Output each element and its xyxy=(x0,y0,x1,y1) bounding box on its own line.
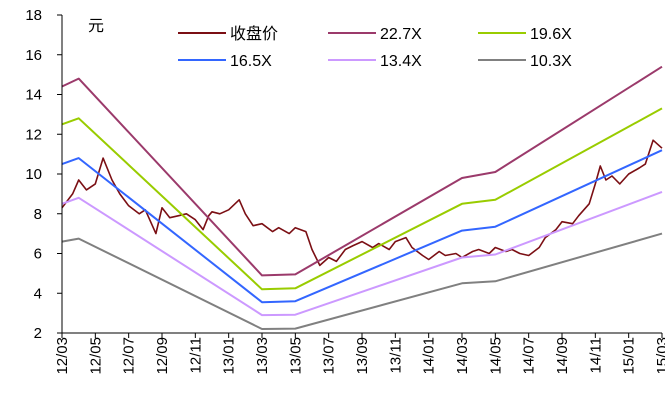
unit-label: 元 xyxy=(88,18,104,35)
x-tick-label: 14/11 xyxy=(587,337,604,373)
x-axis: 12/03 12/05 12/07 12/09 12/11 13/01 13/03 13/05… xyxy=(54,332,665,375)
y-tick-label: 6 xyxy=(34,246,42,263)
x-tick-label: 14/07 xyxy=(521,337,538,375)
y-axis: 2 4 6 8 10 12 14 16 18 xyxy=(25,7,63,342)
x-tick-label: 12/09 xyxy=(154,337,171,375)
series-line xyxy=(61,149,663,304)
x-tick-label: 13/11 xyxy=(387,337,404,373)
x-tick-label: 14/05 xyxy=(487,337,504,375)
x-tick-label: 15/03 xyxy=(654,337,665,375)
legend-label: 收盘价 xyxy=(230,24,278,43)
series-line xyxy=(61,232,663,330)
legend: 收盘价 22.7X 19.6X 16.5X 13.4X 10.3X xyxy=(178,24,572,70)
series-line xyxy=(61,65,663,277)
y-tick-label: 12 xyxy=(25,126,42,143)
x-tick-label: 12/05 xyxy=(87,337,104,375)
legend-label: 13.4X xyxy=(380,53,422,70)
x-tick-label: 12/07 xyxy=(121,337,138,375)
legend-label: 10.3X xyxy=(530,53,572,70)
x-tick-label: 12/03 xyxy=(54,337,71,375)
y-tick-label: 18 xyxy=(25,7,42,24)
y-tick-label: 4 xyxy=(34,285,42,302)
legend-label: 22.7X xyxy=(380,26,422,43)
y-tick-label: 10 xyxy=(25,166,42,183)
x-tick-label: 14/09 xyxy=(554,337,571,375)
x-tick-label: 13/03 xyxy=(254,337,271,375)
x-tick-label: 13/05 xyxy=(287,337,304,375)
y-tick-label: 8 xyxy=(34,206,42,223)
plot-area xyxy=(61,65,663,330)
x-tick-label: 15/01 xyxy=(621,337,638,375)
x-tick-label: 14/03 xyxy=(454,337,471,375)
series-line xyxy=(61,107,663,291)
x-tick-label: 12/11 xyxy=(187,337,204,373)
series-line xyxy=(61,139,663,267)
x-tick-label: 13/01 xyxy=(221,337,238,375)
y-tick-label: 2 xyxy=(34,325,42,342)
x-tick-label: 14/01 xyxy=(421,337,438,375)
x-tick-label: 13/07 xyxy=(321,337,338,375)
series-line xyxy=(61,190,663,317)
y-tick-label: 14 xyxy=(25,87,42,104)
x-tick-label: 13/09 xyxy=(354,337,371,375)
legend-label: 19.6X xyxy=(530,26,572,43)
legend-label: 16.5X xyxy=(230,53,272,70)
y-tick-label: 16 xyxy=(25,47,42,64)
